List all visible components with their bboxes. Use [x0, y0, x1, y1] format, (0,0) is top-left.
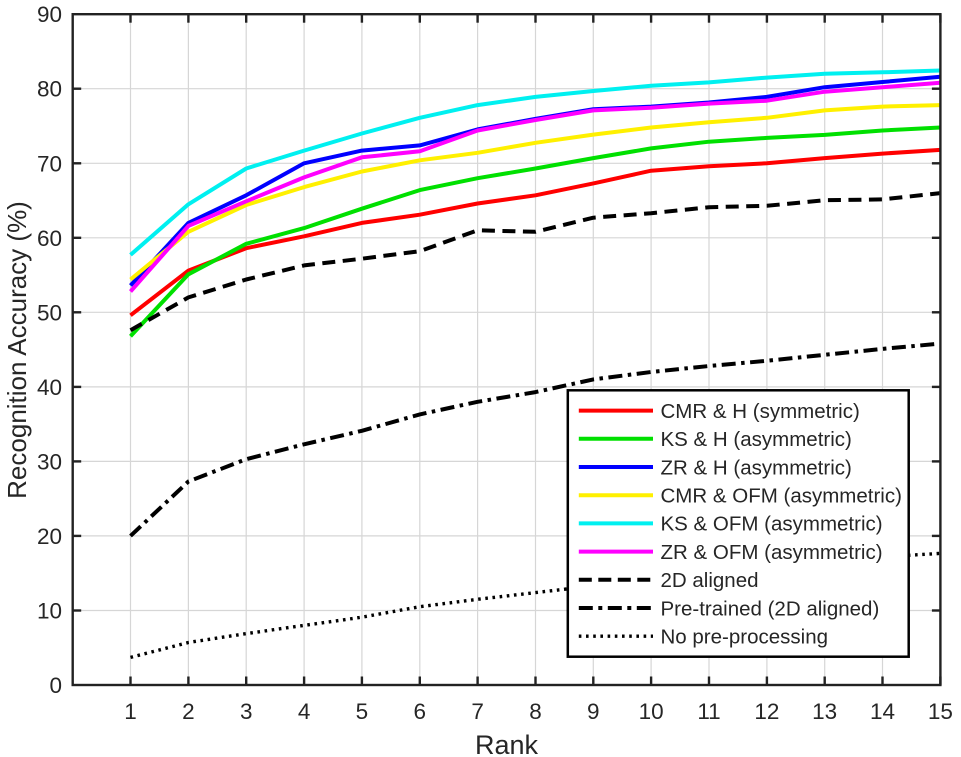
svg-text:14: 14	[870, 699, 895, 724]
svg-text:10: 10	[639, 699, 664, 724]
svg-text:15: 15	[928, 699, 953, 724]
svg-text:30: 30	[37, 449, 62, 474]
svg-text:2D aligned: 2D aligned	[661, 569, 759, 592]
svg-text:7: 7	[471, 699, 484, 724]
svg-text:1: 1	[124, 699, 137, 724]
svg-text:Rank: Rank	[475, 730, 539, 757]
svg-text:2: 2	[182, 699, 195, 724]
svg-text:60: 60	[37, 226, 62, 251]
svg-text:10: 10	[37, 599, 62, 624]
svg-text:80: 80	[37, 77, 62, 102]
svg-text:8: 8	[529, 699, 542, 724]
svg-text:4: 4	[298, 699, 311, 724]
svg-text:70: 70	[37, 151, 62, 176]
svg-text:ZR & OFM (asymmetric): ZR & OFM (asymmetric)	[661, 541, 883, 564]
svg-text:Recognition Accuracy (%): Recognition Accuracy (%)	[2, 201, 32, 499]
svg-text:20: 20	[37, 524, 62, 549]
svg-text:0: 0	[49, 673, 62, 698]
svg-text:Pre-trained (2D aligned): Pre-trained (2D aligned)	[661, 597, 880, 620]
svg-text:KS & H (asymmetric): KS & H (asymmetric)	[661, 428, 852, 451]
svg-text:6: 6	[414, 699, 427, 724]
svg-text:3: 3	[240, 699, 253, 724]
svg-text:11: 11	[697, 699, 720, 724]
svg-text:9: 9	[587, 699, 600, 724]
svg-text:40: 40	[37, 375, 62, 400]
svg-text:50: 50	[37, 300, 62, 325]
svg-text:CMR & H (symmetric): CMR & H (symmetric)	[661, 400, 860, 423]
svg-text:5: 5	[356, 699, 369, 724]
svg-text:CMR & OFM (asymmetric): CMR & OFM (asymmetric)	[661, 485, 902, 508]
svg-text:13: 13	[812, 699, 837, 724]
svg-text:90: 90	[37, 2, 62, 27]
svg-text:KS & OFM (asymmetric): KS & OFM (asymmetric)	[661, 513, 883, 536]
svg-text:ZR & H (asymmetric): ZR & H (asymmetric)	[661, 456, 852, 479]
svg-text:12: 12	[754, 699, 779, 724]
svg-text:No pre-processing: No pre-processing	[661, 626, 829, 649]
